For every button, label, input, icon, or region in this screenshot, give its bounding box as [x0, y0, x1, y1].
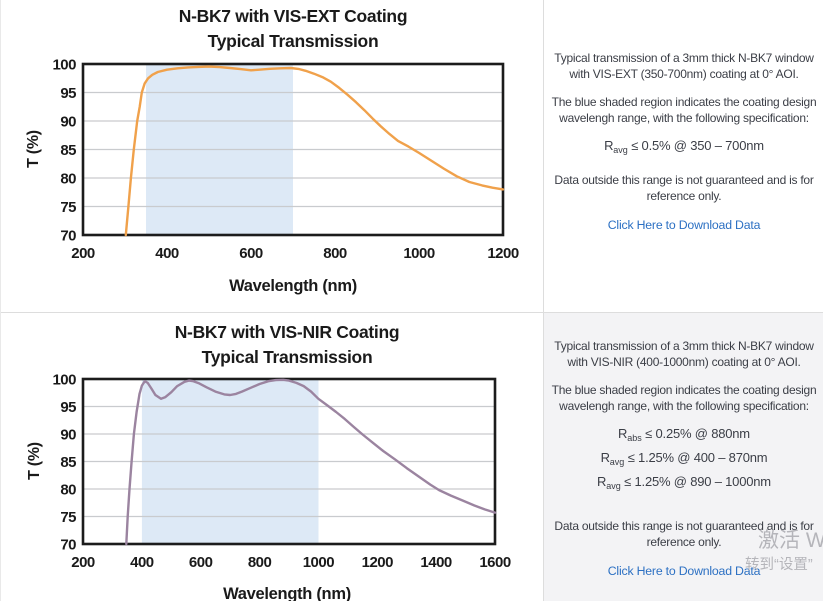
x-axis-label: Wavelength (nm): [229, 277, 357, 295]
info-paragraph: The blue shaded region indicates the coa…: [551, 383, 817, 413]
x-tick-label: 1000: [403, 245, 435, 262]
windows-activation-watermark: 激活 W: [758, 529, 823, 552]
vis-nir-chart: 200 400 600 800 1000 1200 1400 1600 70 75 80 85 90 95…: [52, 372, 511, 572]
vis-nir-info-panel: Typical transmission of a 3mm thick N-BK…: [543, 313, 823, 601]
x-tick-label: 1600: [479, 554, 511, 571]
info-paragraph: Typical transmission of a 3mm thick N-BK…: [554, 51, 814, 81]
x-tick-label: 1400: [420, 554, 452, 571]
spec-line: Ravg ≤ 0.5% @ 350 – 700nm: [604, 138, 764, 155]
chart-title: N-BK7 with VIS-EXT Coating: [178, 6, 408, 26]
info-paragraph: The blue shaded region indicates the coa…: [551, 95, 817, 125]
chart-title: N-BK7 with VIS-NIR Coating: [174, 322, 400, 342]
y-tick-label: 80: [60, 482, 76, 499]
windows-activation-watermark-sub: 转到“设置”: [745, 557, 813, 573]
vis-ext-chart-panel: N-BK7 with VIS-EXT Coating Typical Trans…: [1, 0, 542, 312]
x-tick-label: 600: [189, 554, 213, 571]
x-tick-label: 1200: [362, 554, 394, 571]
y-tick-label: 80: [60, 171, 76, 188]
spec-line: Rabs ≤ 0.25% @ 880nm: [618, 426, 750, 443]
info-paragraph: Typical transmission of a 3mm thick N-BK…: [554, 339, 814, 369]
vis-ext-transmission-curve: [124, 65, 505, 237]
x-tick-label: 200: [71, 245, 95, 262]
y-tick-label: 90: [60, 114, 76, 131]
x-axis-label: Wavelength (nm): [223, 585, 351, 601]
x-tick-label: 1000: [303, 554, 335, 571]
x-tick-label: 400: [130, 554, 154, 571]
vis-nir-section: N-BK7 with VIS-NIR Coating Typical Trans…: [1, 312, 823, 601]
chart-subtitle: Typical Transmission: [201, 347, 373, 367]
x-tick-label: 400: [155, 245, 179, 262]
x-tick-label: 800: [323, 245, 347, 262]
spec-line: Ravg ≤ 1.25% @ 400 – 870nm: [600, 450, 768, 467]
y-tick-label: 85: [60, 454, 76, 471]
vis-ext-section: N-BK7 with VIS-EXT Coating Typical Trans…: [1, 0, 823, 312]
y-tick-label: 70: [60, 228, 76, 245]
download-data-link[interactable]: Click Here to Download Data: [607, 564, 761, 578]
info-note: Data outside this range is not guarantee…: [554, 519, 814, 549]
y-tick-label: 70: [60, 537, 76, 554]
x-tick-label: 800: [248, 554, 272, 571]
spec-list: Ravg ≤ 0.5% @ 350 – 700nm: [547, 136, 821, 160]
vis-ext-chart: 200 400 600 800 1000 1200 70 75 80 85 90 95 100: [52, 57, 519, 263]
y-tick-label: 100: [52, 372, 76, 389]
chart-subtitle: Typical Transmission: [207, 31, 379, 51]
info-note: Data outside this range is not guarantee…: [554, 173, 814, 203]
y-tick-label: 100: [52, 57, 76, 74]
y-tick-label: 75: [60, 199, 76, 216]
x-tick-label: 600: [239, 245, 263, 262]
info-text-block: Typical transmission of a 3mm thick N-BK…: [544, 0, 823, 234]
plot-border: [81, 62, 505, 237]
y-tick-label: 95: [60, 399, 76, 416]
vis-ext-info-panel: Typical transmission of a 3mm thick N-BK…: [543, 0, 823, 312]
vis-nir-chart-panel: N-BK7 with VIS-NIR Coating Typical Trans…: [1, 314, 542, 601]
y-tick-label: 95: [60, 85, 76, 102]
spec-list: Rabs ≤ 0.25% @ 880nm Ravg ≤ 1.25% @ 400 –…: [547, 424, 821, 496]
spec-line: Ravg ≤ 1.25% @ 890 – 1000nm: [597, 474, 771, 491]
vis-nir-transmission-curve: [125, 378, 497, 546]
info-text-block: Typical transmission of a 3mm thick N-BK…: [544, 313, 823, 580]
download-data-link[interactable]: Click Here to Download Data: [607, 218, 761, 232]
x-tick-label: 1200: [487, 245, 519, 262]
y-tick-label: 75: [60, 509, 76, 526]
y-tick-label: 85: [60, 142, 76, 159]
x-tick-label: 200: [71, 554, 95, 571]
y-tick-label: 90: [60, 427, 76, 444]
plot-border: [81, 377, 497, 546]
